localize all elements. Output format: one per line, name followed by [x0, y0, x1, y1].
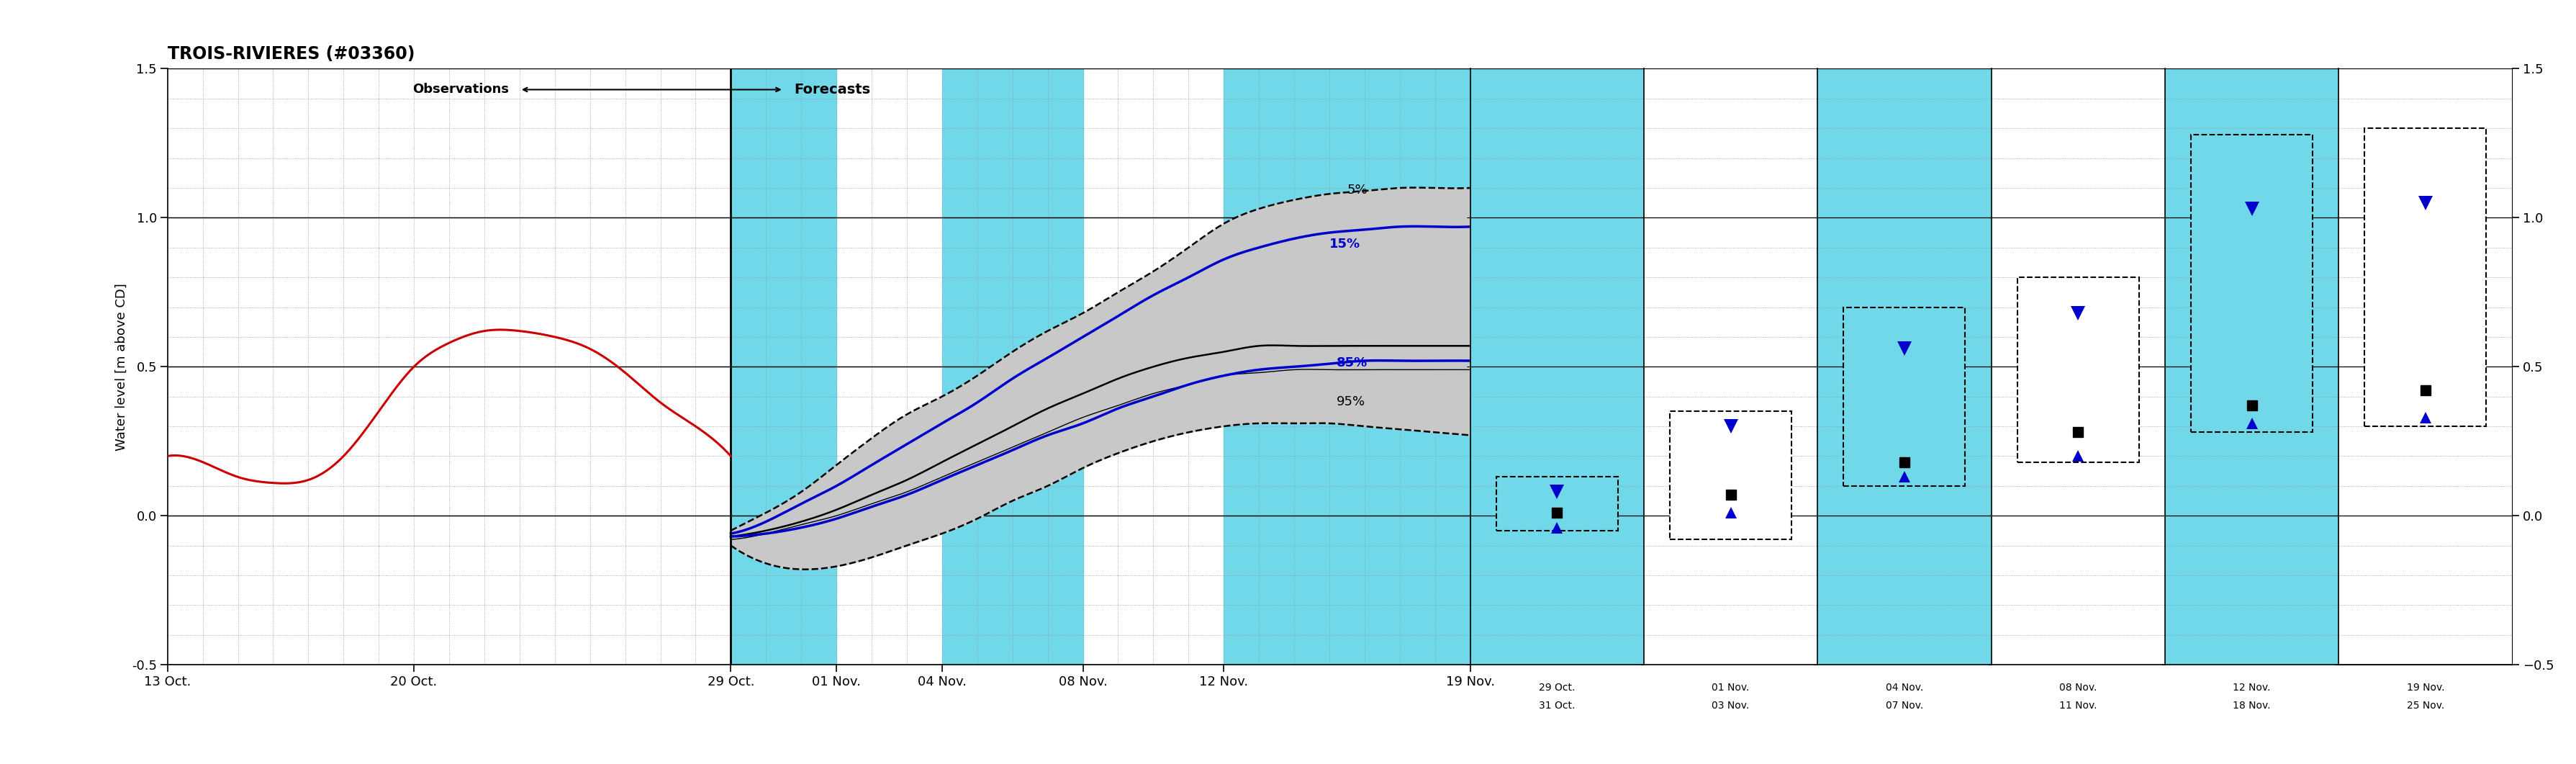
Y-axis label: Water level [m above CD]: Water level [m above CD] [116, 283, 129, 451]
Bar [1669, 412, 1790, 539]
Text: 03 Nov.: 03 Nov. [1710, 701, 1749, 711]
Text: 18 Nov.: 18 Nov. [2233, 701, 2269, 711]
Text: TROIS-RIVIERES (#03360): TROIS-RIVIERES (#03360) [167, 45, 415, 63]
Text: 25 Nov.: 25 Nov. [2406, 701, 2445, 711]
Bar [943, 69, 1082, 665]
Text: 31 Oct.: 31 Oct. [1538, 701, 1574, 711]
Text: Observations: Observations [412, 83, 510, 96]
Bar [1497, 477, 1618, 530]
Text: 07 Nov.: 07 Nov. [1886, 701, 1922, 711]
Text: 19 Nov.: 19 Nov. [2406, 682, 2445, 693]
Text: 08 Nov.: 08 Nov. [2058, 682, 2097, 693]
Bar [1842, 307, 1965, 486]
Text: 12 Nov.: 12 Nov. [2233, 682, 2269, 693]
Bar [2017, 277, 2138, 462]
Text: 5%: 5% [1347, 184, 1368, 197]
Bar [2190, 134, 2311, 432]
Text: 15%: 15% [1329, 238, 1360, 251]
Text: 29 Oct.: 29 Oct. [1538, 682, 1574, 693]
Bar [2365, 128, 2486, 426]
Text: Forecasts: Forecasts [793, 83, 871, 96]
Text: 04 Nov.: 04 Nov. [1886, 682, 1922, 693]
Text: 95%: 95% [1337, 396, 1365, 408]
Text: 85%: 85% [1337, 357, 1368, 370]
Text: 11 Nov.: 11 Nov. [2058, 701, 2097, 711]
Bar [732, 69, 837, 665]
Bar [1224, 69, 1471, 665]
Text: 01 Nov.: 01 Nov. [1710, 682, 1749, 693]
